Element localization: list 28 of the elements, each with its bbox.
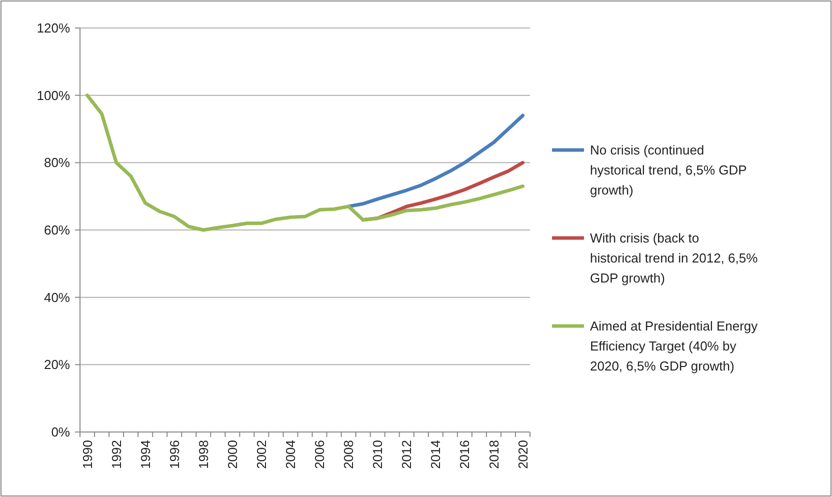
y-tick-label: 20% [44, 357, 70, 372]
y-tick-label: 80% [44, 155, 70, 170]
x-tick-label: 2004 [283, 440, 298, 469]
x-tick-label: 2002 [254, 440, 269, 469]
y-tick-label: 120% [36, 20, 70, 36]
x-tick-label: 1990 [80, 440, 95, 469]
y-tick-label: 100% [36, 88, 70, 103]
y-tick-label: 60% [44, 222, 70, 238]
x-tick-label: 2000 [224, 440, 240, 469]
x-tick-label: 2010 [370, 440, 386, 469]
x-tick-label: 2014 [428, 440, 444, 469]
x-tick-label: 2020 [515, 440, 530, 469]
line-series [346, 114, 524, 208]
x-tick-label: 1994 [138, 440, 153, 469]
x-tick-label: 2016 [457, 440, 472, 469]
legend-label: Aimed at Presidential Energy Efficiency Target (40% by 2020, 6,5% GDP growth) [590, 318, 758, 374]
legend-label: With crisis (back to historical trend in 2012, 6,5% GDP growth) [590, 230, 758, 286]
y-tick-label: 0% [51, 424, 70, 440]
x-tick-label: 1996 [166, 440, 182, 469]
legend-label: No crisis (continued hystorical trend, 6,5% GDP growth) [590, 142, 747, 198]
x-tick-label: 2012 [399, 440, 414, 469]
x-tick-label: 2018 [486, 440, 502, 469]
x-tick-label: 1998 [196, 440, 211, 469]
y-tick-label: 40% [44, 290, 70, 305]
x-tick-label: 2008 [341, 440, 356, 469]
line-series [86, 94, 524, 232]
x-tick-label: 1992 [108, 440, 124, 469]
x-tick-label: 2006 [312, 440, 328, 469]
